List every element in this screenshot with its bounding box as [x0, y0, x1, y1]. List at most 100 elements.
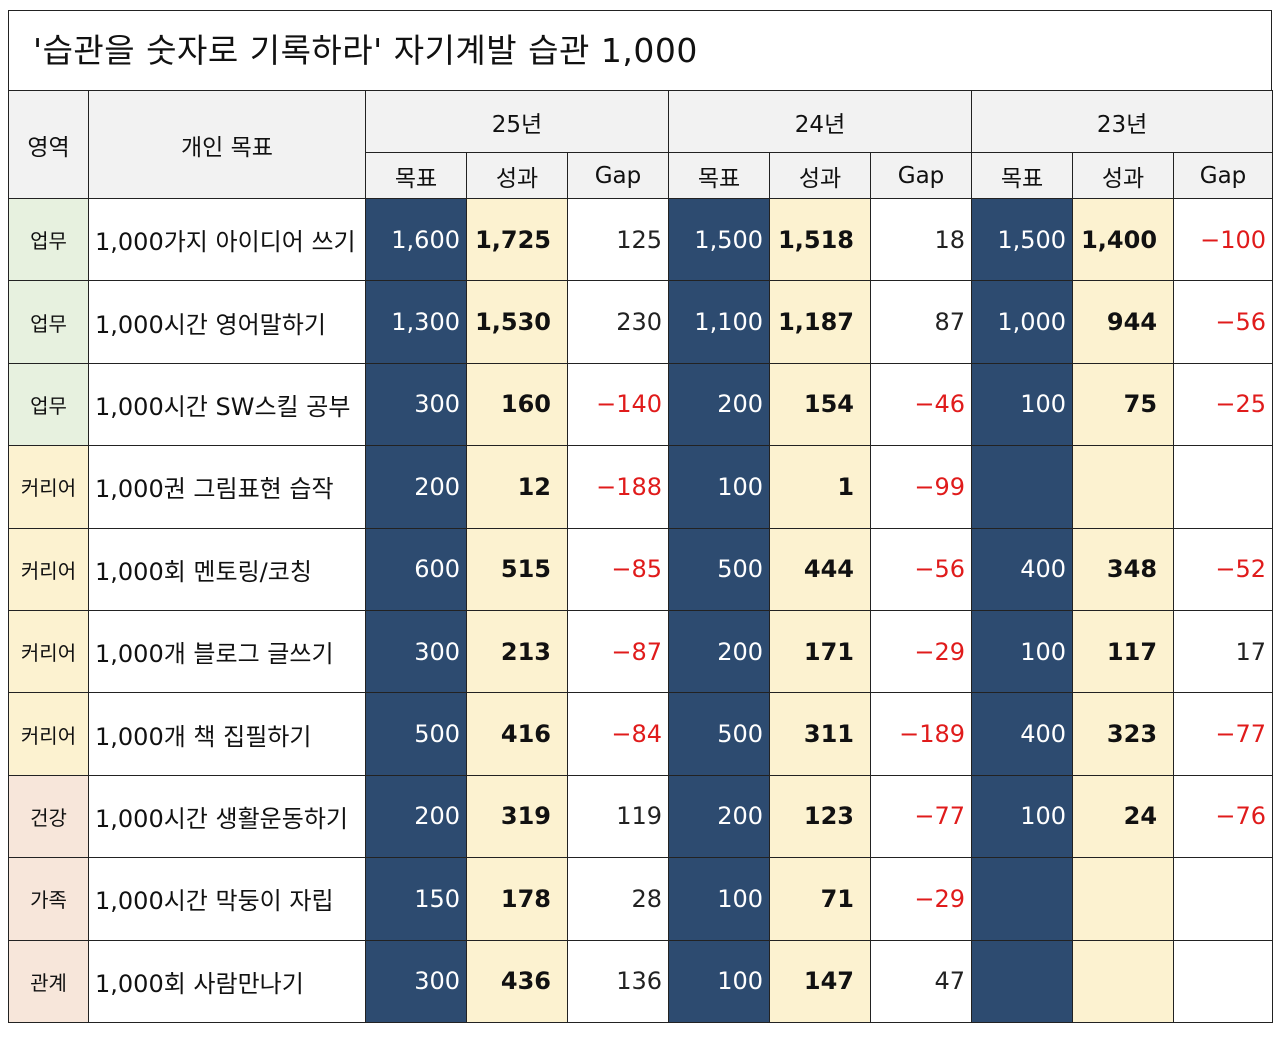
gap-cell: −29	[870, 857, 973, 941]
target-cell: 100	[668, 857, 771, 941]
result-cell: 444	[769, 527, 872, 611]
target-cell: 500	[365, 692, 467, 776]
result-cell: 154	[769, 362, 872, 447]
goal-cell: 1,000가지 아이디어 쓰기	[88, 197, 366, 282]
gap-cell: −140	[566, 362, 670, 447]
header-target: 목표	[365, 152, 467, 199]
header-year-23: 23년	[971, 90, 1274, 153]
gap-cell: −46	[870, 362, 973, 447]
gap-cell: −56	[1173, 280, 1274, 364]
result-cell: 944	[1072, 280, 1175, 364]
table-row: 업무 1,000시간 SW스킬 공부 300 160 −140 200 154 −46 100 7…	[8, 362, 1274, 447]
result-cell: 1,530	[466, 280, 568, 364]
table-row: 가족 1,000시간 막둥이 자립 150 178 28 100 71 −29	[8, 857, 1274, 941]
target-cell: 300	[365, 939, 467, 1023]
gap-cell: 87	[870, 280, 973, 364]
result-cell: 147	[769, 939, 872, 1023]
area-cell: 커리어	[8, 527, 89, 611]
result-cell: 123	[769, 774, 872, 859]
result-cell: 319	[466, 774, 568, 859]
result-cell: 1,725	[466, 197, 568, 282]
result-cell: 160	[466, 362, 568, 447]
gap-cell: −84	[566, 692, 670, 776]
area-cell: 업무	[8, 197, 89, 282]
table-row: 관계 1,000회 사람만나기 300 436 136 100 147 47	[8, 939, 1274, 1023]
page-title: '습관을 숫자로 기록하라' 자기계발 습관 1,000	[8, 10, 1272, 90]
target-cell: 500	[668, 527, 771, 611]
area-cell: 관계	[8, 939, 89, 1023]
area-cell: 가족	[8, 857, 89, 941]
target-cell: 1,500	[971, 197, 1074, 282]
target-cell: 200	[668, 609, 771, 694]
target-cell: 200	[668, 362, 771, 447]
gap-cell: −52	[1173, 527, 1274, 611]
gap-cell: −85	[566, 527, 670, 611]
area-cell: 업무	[8, 280, 89, 364]
result-cell: 178	[466, 857, 568, 941]
gap-cell: −76	[1173, 774, 1274, 859]
target-cell: 100	[971, 774, 1074, 859]
gap-cell: −188	[566, 445, 670, 529]
target-cell: 1,300	[365, 280, 467, 364]
goal-cell: 1,000시간 막둥이 자립	[88, 857, 366, 941]
result-cell: 416	[466, 692, 568, 776]
table-row: 업무 1,000시간 영어말하기 1,300 1,530 230 1,100 1,187 87…	[8, 280, 1274, 364]
gap-cell: −99	[870, 445, 973, 529]
target-cell: 500	[668, 692, 771, 776]
header-year-25: 25년	[364, 90, 670, 153]
table-row: 건강 1,000시간 생활운동하기 200 319 119 200 123 −77 100 24−…	[8, 774, 1274, 859]
area-cell: 커리어	[8, 609, 89, 694]
result-cell: 12	[466, 445, 568, 529]
gap-cell: 17	[1173, 609, 1274, 694]
gap-cell: 18	[870, 197, 973, 282]
target-cell: 100	[668, 445, 771, 529]
header-gap: Gap	[870, 152, 973, 199]
target-cell: 100	[668, 939, 771, 1023]
area-cell: 커리어	[8, 692, 89, 776]
result-cell: 348	[1072, 527, 1175, 611]
result-cell: 1	[769, 445, 872, 529]
table-body: 업무 1,000가지 아이디어 쓰기 1,600 1,725 125 1,500 1,518…	[8, 197, 1274, 1023]
target-cell: 400	[971, 692, 1074, 776]
goal-cell: 1,000회 사람만나기	[88, 939, 366, 1023]
gap-cell	[1173, 939, 1274, 1023]
header-target: 목표	[668, 152, 771, 199]
result-cell	[1072, 445, 1175, 529]
area-cell: 커리어	[8, 445, 89, 529]
target-cell: 300	[365, 609, 467, 694]
target-cell: 1,600	[365, 197, 467, 282]
gap-cell	[1173, 445, 1274, 529]
target-cell: 200	[365, 774, 467, 859]
result-cell	[1072, 939, 1175, 1023]
header-gap: Gap	[1173, 152, 1274, 199]
result-cell: 24	[1072, 774, 1175, 859]
gap-cell	[1173, 857, 1274, 941]
gap-cell: 47	[870, 939, 973, 1023]
gap-cell: 125	[566, 197, 670, 282]
target-cell: 100	[971, 609, 1074, 694]
header-result: 성과	[769, 152, 872, 199]
gap-cell: −100	[1173, 197, 1274, 282]
target-cell: 1,100	[668, 280, 771, 364]
target-cell: 100	[971, 362, 1074, 447]
target-cell: 1,000	[971, 280, 1074, 364]
header-target: 목표	[971, 152, 1074, 199]
header-year-24: 24년	[668, 90, 973, 153]
table-row: 업무 1,000가지 아이디어 쓰기 1,600 1,725 125 1,500 1,518…	[8, 197, 1274, 282]
gap-cell: −87	[566, 609, 670, 694]
target-cell	[971, 445, 1074, 529]
result-cell: 1,400	[1072, 197, 1175, 282]
gap-cell: −25	[1173, 362, 1274, 447]
target-cell: 200	[365, 445, 467, 529]
target-cell: 150	[365, 857, 467, 941]
gap-cell: −189	[870, 692, 973, 776]
table-row: 커리어 1,000개 블로그 글쓰기 300 213 −87 200 171 −29 100 11…	[8, 609, 1274, 694]
target-cell: 600	[365, 527, 467, 611]
header-goal: 개인 목표	[88, 90, 366, 199]
result-cell: 117	[1072, 609, 1175, 694]
header-gap: Gap	[566, 152, 670, 199]
header-area: 영역	[8, 90, 89, 199]
gap-cell: −56	[870, 527, 973, 611]
gap-cell: 136	[566, 939, 670, 1023]
gap-cell: −77	[870, 774, 973, 859]
